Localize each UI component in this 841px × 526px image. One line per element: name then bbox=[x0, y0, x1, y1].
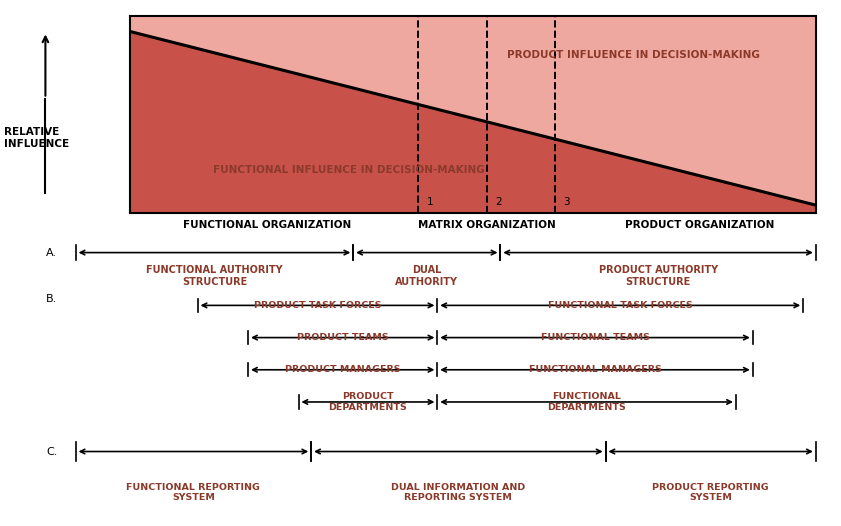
Text: MATRIX ORGANIZATION: MATRIX ORGANIZATION bbox=[418, 220, 556, 230]
Text: PRODUCT TASK FORCES: PRODUCT TASK FORCES bbox=[254, 301, 381, 310]
Text: C.: C. bbox=[46, 447, 58, 457]
Text: FUNCTIONAL INFLUENCE IN DECISION-MAKING: FUNCTIONAL INFLUENCE IN DECISION-MAKING bbox=[213, 165, 484, 175]
Text: FUNCTIONAL MANAGERS: FUNCTIONAL MANAGERS bbox=[529, 365, 661, 375]
Text: DUAL INFORMATION AND
REPORTING SYSTEM: DUAL INFORMATION AND REPORTING SYSTEM bbox=[391, 482, 526, 502]
Text: FUNCTIONAL
DEPARTMENTS: FUNCTIONAL DEPARTMENTS bbox=[547, 392, 626, 412]
Text: FUNCTIONAL AUTHORITY
STRUCTURE: FUNCTIONAL AUTHORITY STRUCTURE bbox=[146, 266, 283, 287]
Text: 3: 3 bbox=[563, 197, 570, 207]
Text: FUNCTIONAL TEAMS: FUNCTIONAL TEAMS bbox=[541, 333, 649, 342]
Text: PRODUCT ORGANIZATION: PRODUCT ORGANIZATION bbox=[625, 220, 774, 230]
Text: DUAL
AUTHORITY: DUAL AUTHORITY bbox=[395, 266, 458, 287]
Text: RELATIVE
INFLUENCE: RELATIVE INFLUENCE bbox=[4, 127, 69, 149]
Text: 2: 2 bbox=[495, 197, 501, 207]
Text: PRODUCT MANAGERS: PRODUCT MANAGERS bbox=[285, 365, 400, 375]
Text: FUNCTIONAL ORGANIZATION: FUNCTIONAL ORGANIZATION bbox=[183, 220, 352, 230]
Text: PRODUCT REPORTING
SYSTEM: PRODUCT REPORTING SYSTEM bbox=[653, 482, 769, 502]
Text: 1: 1 bbox=[426, 197, 433, 207]
Text: PRODUCT TEAMS: PRODUCT TEAMS bbox=[297, 333, 389, 342]
Text: PRODUCT INFLUENCE IN DECISION-MAKING: PRODUCT INFLUENCE IN DECISION-MAKING bbox=[507, 50, 760, 60]
Text: PRODUCT AUTHORITY
STRUCTURE: PRODUCT AUTHORITY STRUCTURE bbox=[599, 266, 717, 287]
Text: FUNCTIONAL REPORTING
SYSTEM: FUNCTIONAL REPORTING SYSTEM bbox=[126, 482, 261, 502]
Text: B.: B. bbox=[46, 294, 57, 304]
Text: FUNCTIONAL TASK FORCES: FUNCTIONAL TASK FORCES bbox=[547, 301, 693, 310]
Text: A.: A. bbox=[46, 248, 57, 258]
Text: PRODUCT
DEPARTMENTS: PRODUCT DEPARTMENTS bbox=[329, 392, 407, 412]
